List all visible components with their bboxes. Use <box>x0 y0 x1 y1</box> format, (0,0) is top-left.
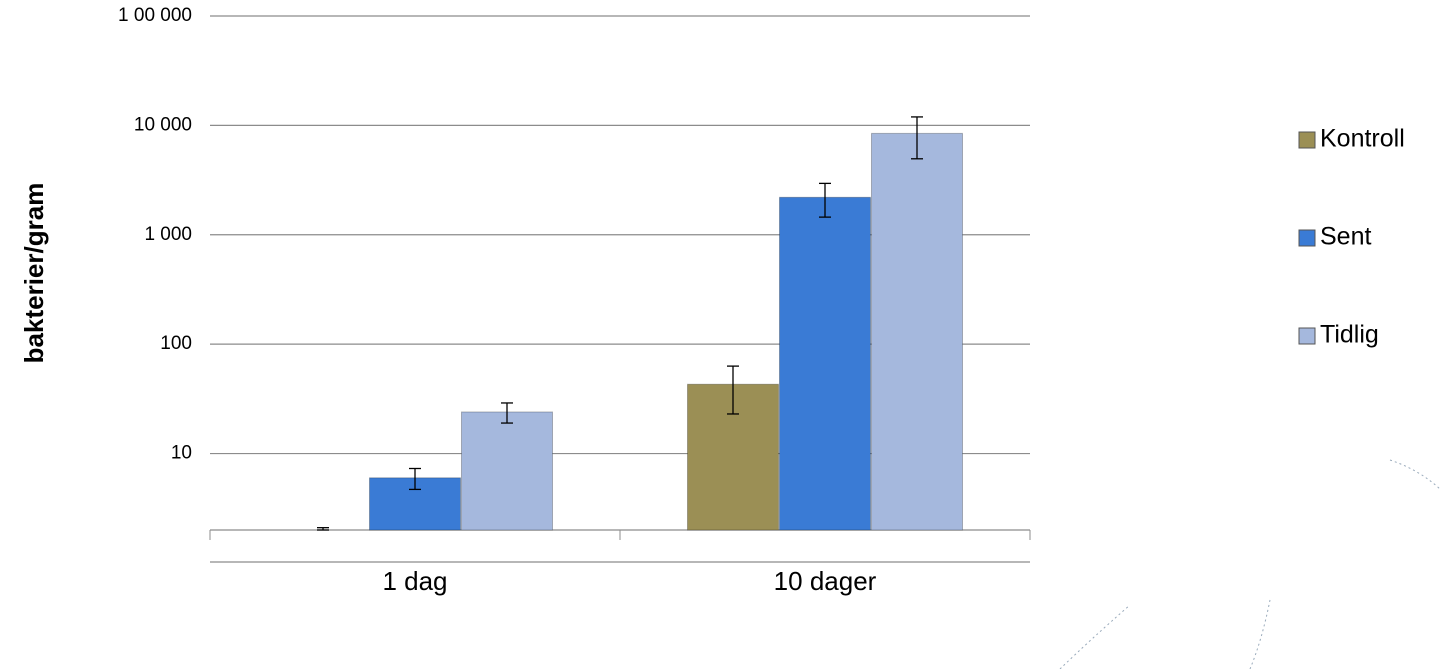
legend-label: Tidlig <box>1320 321 1379 349</box>
error-bar <box>409 467 421 491</box>
legend-label: Kontroll <box>1320 125 1405 153</box>
bar <box>461 411 553 531</box>
legend-label: Sent <box>1320 223 1371 251</box>
y-tick-label: 100 <box>160 333 192 354</box>
error-bar <box>317 527 329 531</box>
legend-swatch <box>1298 131 1316 149</box>
bar <box>871 132 963 531</box>
y-tick-label: 1 000 <box>144 224 192 245</box>
x-tick-label: 1 dag <box>382 566 447 596</box>
error-bar <box>501 402 513 424</box>
decoration <box>1389 459 1441 491</box>
y-tick-label: 1 00 000 <box>118 5 192 26</box>
bar <box>779 196 871 531</box>
x-tick-label: 10 dager <box>774 566 877 596</box>
decoration <box>1059 599 1271 669</box>
error-bar <box>727 365 739 415</box>
y-tick-label: 10 000 <box>134 114 192 135</box>
y-axis-label: bakterier/gram <box>19 183 49 364</box>
y-tick-label: 10 <box>171 443 192 464</box>
legend-swatch <box>1298 229 1316 247</box>
error-bar <box>819 182 831 218</box>
legend-swatch <box>1298 327 1316 345</box>
error-bar <box>911 116 923 160</box>
